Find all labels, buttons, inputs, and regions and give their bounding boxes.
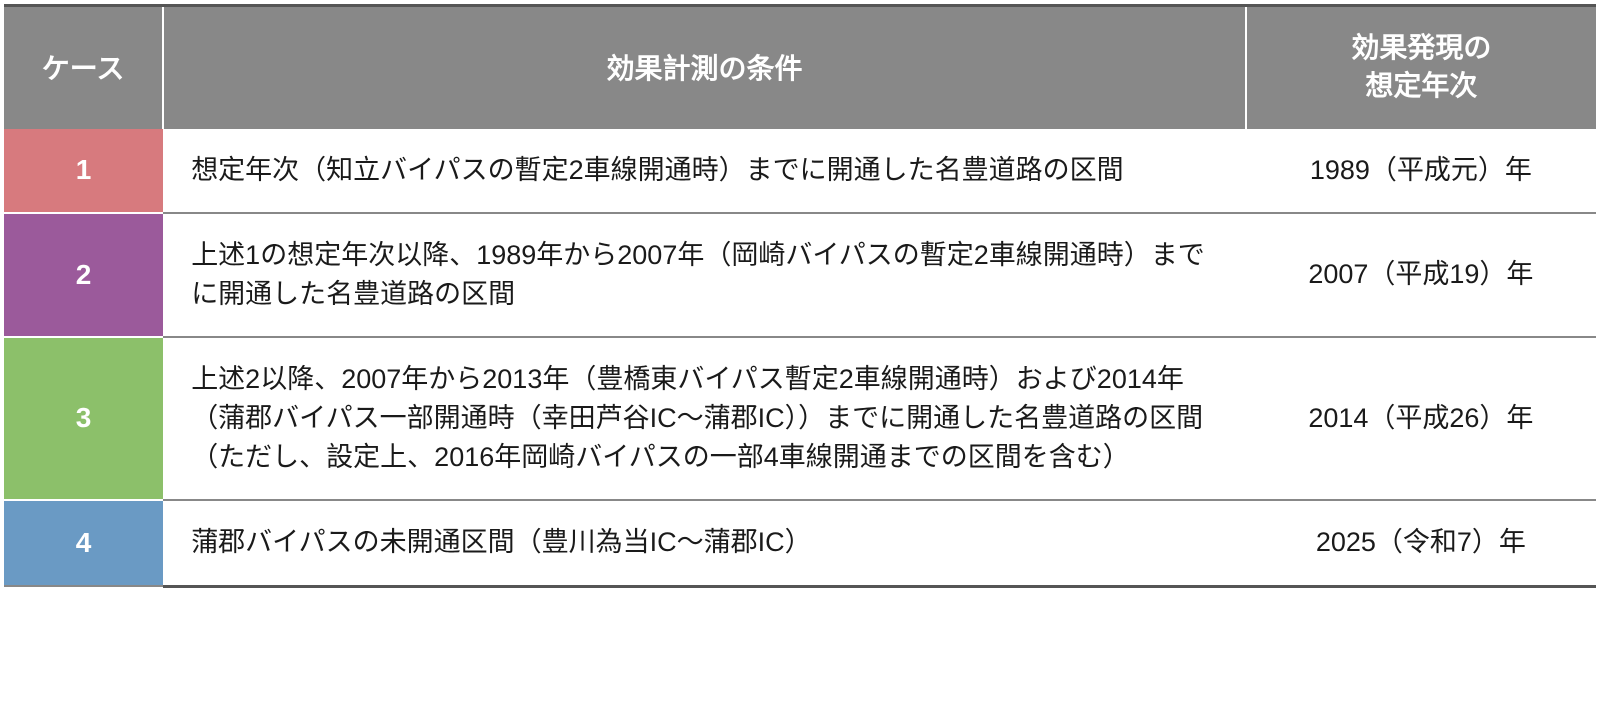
condition-text: 上述2以降、2007年から2013年（豊橋東バイパス暫定2車線開通時）および20… <box>163 337 1246 500</box>
case-number: 1 <box>4 128 163 213</box>
year-text: 1989（平成元）年 <box>1246 128 1596 213</box>
table-header: ケース 効果計測の条件 効果発現の 想定年次 <box>4 6 1596 128</box>
header-condition: 効果計測の条件 <box>163 6 1246 128</box>
year-text: 2025（令和7）年 <box>1246 500 1596 586</box>
header-case: ケース <box>4 6 163 128</box>
year-text: 2007（平成19）年 <box>1246 213 1596 337</box>
table-row: 4 蒲郡バイパスの未開通区間（豊川為当IC～蒲郡IC） 2025（令和7）年 <box>4 500 1596 586</box>
year-text: 2014（平成26）年 <box>1246 337 1596 500</box>
condition-text: 蒲郡バイパスの未開通区間（豊川為当IC～蒲郡IC） <box>163 500 1246 586</box>
condition-text: 上述1の想定年次以降、1989年から2007年（岡崎バイパスの暫定2車線開通時）… <box>163 213 1246 337</box>
case-number: 4 <box>4 500 163 586</box>
header-year-line2: 想定年次 <box>1365 70 1477 101</box>
case-number: 2 <box>4 213 163 337</box>
table-body: 1 想定年次（知立バイパスの暫定2車線開通時）までに開通した名豊道路の区間 19… <box>4 128 1596 586</box>
cases-table: ケース 効果計測の条件 効果発現の 想定年次 1 想定年次（知立バイパスの暫定2… <box>4 4 1596 588</box>
case-number: 3 <box>4 337 163 500</box>
header-year-line1: 効果発現の <box>1351 32 1491 63</box>
table-row: 3 上述2以降、2007年から2013年（豊橋東バイパス暫定2車線開通時）および… <box>4 337 1596 500</box>
table-row: 1 想定年次（知立バイパスの暫定2車線開通時）までに開通した名豊道路の区間 19… <box>4 128 1596 213</box>
condition-text: 想定年次（知立バイパスの暫定2車線開通時）までに開通した名豊道路の区間 <box>163 128 1246 213</box>
table-row: 2 上述1の想定年次以降、1989年から2007年（岡崎バイパスの暫定2車線開通… <box>4 213 1596 337</box>
header-year: 効果発現の 想定年次 <box>1246 6 1596 128</box>
